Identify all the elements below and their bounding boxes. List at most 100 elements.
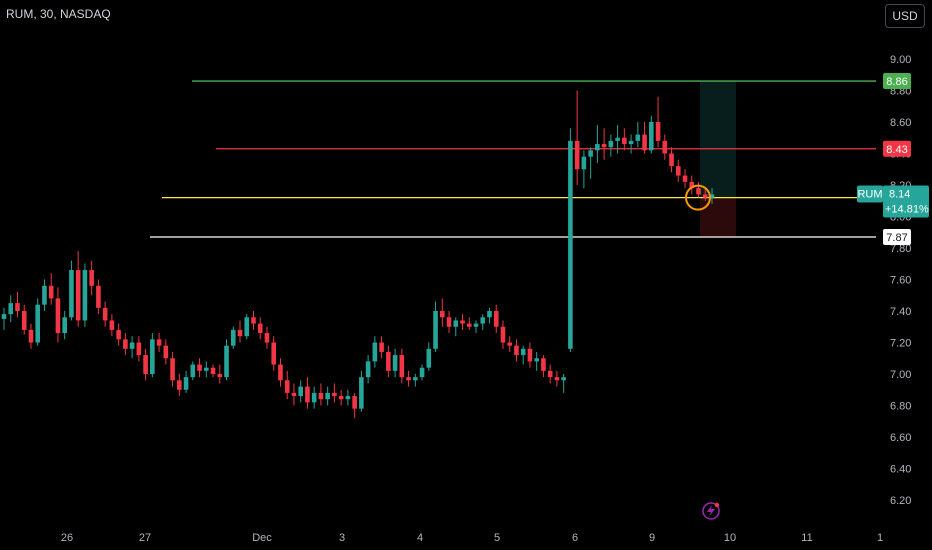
candle-body xyxy=(480,317,486,324)
candle-body xyxy=(305,386,310,403)
candle xyxy=(89,260,94,296)
candle xyxy=(55,287,61,343)
candle-body xyxy=(298,386,303,397)
candle-body xyxy=(21,311,27,330)
y-tick-label: 7.80 xyxy=(890,243,911,255)
candle xyxy=(298,380,303,403)
candle xyxy=(311,386,317,409)
x-tick-label: 10 xyxy=(724,532,736,544)
candle xyxy=(628,134,634,154)
price-tag-bg xyxy=(883,140,911,157)
candle xyxy=(284,370,290,400)
y-tick-label: 7.20 xyxy=(890,338,911,350)
candle-body xyxy=(595,144,600,151)
candle-body xyxy=(264,333,270,343)
symbol-tag-label: RUM xyxy=(857,188,882,200)
x-tick-label: 11 xyxy=(801,532,812,544)
y-tick-label: 7.00 xyxy=(890,369,911,381)
currency-button[interactable]: USD xyxy=(885,4,925,28)
candle-body xyxy=(338,396,344,400)
candle xyxy=(35,298,41,346)
last-price-bg xyxy=(883,185,929,218)
candle-body xyxy=(514,345,519,356)
candle xyxy=(608,134,614,157)
candle-body xyxy=(345,396,351,400)
candle-body xyxy=(696,188,701,195)
candle xyxy=(413,374,418,387)
candle xyxy=(150,333,155,378)
candle-body xyxy=(541,358,546,371)
candle-body xyxy=(675,166,681,176)
candle xyxy=(622,128,627,151)
candle xyxy=(568,128,573,352)
candle-body xyxy=(365,361,371,378)
candle-body xyxy=(419,367,425,378)
candle-body xyxy=(649,122,654,151)
candle-body xyxy=(547,370,553,378)
candle-body xyxy=(136,342,142,356)
candle-body xyxy=(426,348,432,368)
candle-body xyxy=(662,140,668,154)
candle xyxy=(466,317,472,330)
candle-body xyxy=(203,367,209,371)
last-price-label: 8.14 xyxy=(889,188,910,200)
price-tag-label: 7.87 xyxy=(886,232,907,244)
candle xyxy=(291,383,297,406)
price-axis[interactable]: 9.008.808.608.408.208.007.807.607.407.20… xyxy=(890,54,911,507)
candle xyxy=(514,339,519,362)
candle xyxy=(264,326,270,349)
candle xyxy=(82,263,88,327)
candle xyxy=(48,273,54,305)
candle-body xyxy=(102,307,108,321)
candle xyxy=(541,355,546,378)
entry-circle xyxy=(685,184,711,211)
candle-body xyxy=(473,323,479,327)
candle-body xyxy=(507,342,513,346)
candle-body xyxy=(177,380,182,390)
candle-body xyxy=(466,323,472,327)
candle-body xyxy=(372,342,378,362)
candle-body xyxy=(642,134,647,151)
candle xyxy=(709,188,715,204)
candle-body xyxy=(628,140,634,145)
candle xyxy=(682,169,688,189)
candle-body xyxy=(487,311,492,318)
candle-body xyxy=(251,317,256,324)
candle-body xyxy=(62,317,67,334)
candle xyxy=(595,125,600,163)
candle-body xyxy=(332,392,337,397)
candle xyxy=(163,339,169,365)
candle xyxy=(230,326,236,349)
time-axis[interactable]: 26 27 Dec 3 4 5 6 9 10 11 1 xyxy=(61,532,883,544)
price-change-label: +14.81% xyxy=(885,203,929,215)
candle-body xyxy=(150,339,155,374)
candle-body xyxy=(311,392,317,403)
candle-body xyxy=(406,377,411,381)
horizontal-lines[interactable] xyxy=(150,80,876,238)
candle-body xyxy=(500,326,506,343)
candle-body xyxy=(534,358,539,362)
y-tick-label: 8.60 xyxy=(890,117,911,129)
candle-body xyxy=(28,329,34,343)
candle-body xyxy=(69,270,74,318)
candle xyxy=(197,358,202,378)
notification-dot xyxy=(714,502,720,508)
candle xyxy=(156,333,162,352)
candle xyxy=(129,336,135,359)
candle xyxy=(588,147,593,179)
candle-body xyxy=(123,339,128,349)
y-tick-label: 6.60 xyxy=(890,432,911,444)
candle xyxy=(379,336,384,359)
candle-body xyxy=(197,364,202,371)
candle-body xyxy=(143,355,148,374)
candle xyxy=(419,364,425,381)
candle-body xyxy=(460,320,465,324)
candle xyxy=(210,364,216,378)
candle xyxy=(702,188,708,201)
candle-body xyxy=(284,380,290,393)
candle xyxy=(520,345,526,365)
candle-body xyxy=(359,377,364,409)
candle xyxy=(8,295,14,323)
lightning-icon[interactable] xyxy=(702,502,720,520)
